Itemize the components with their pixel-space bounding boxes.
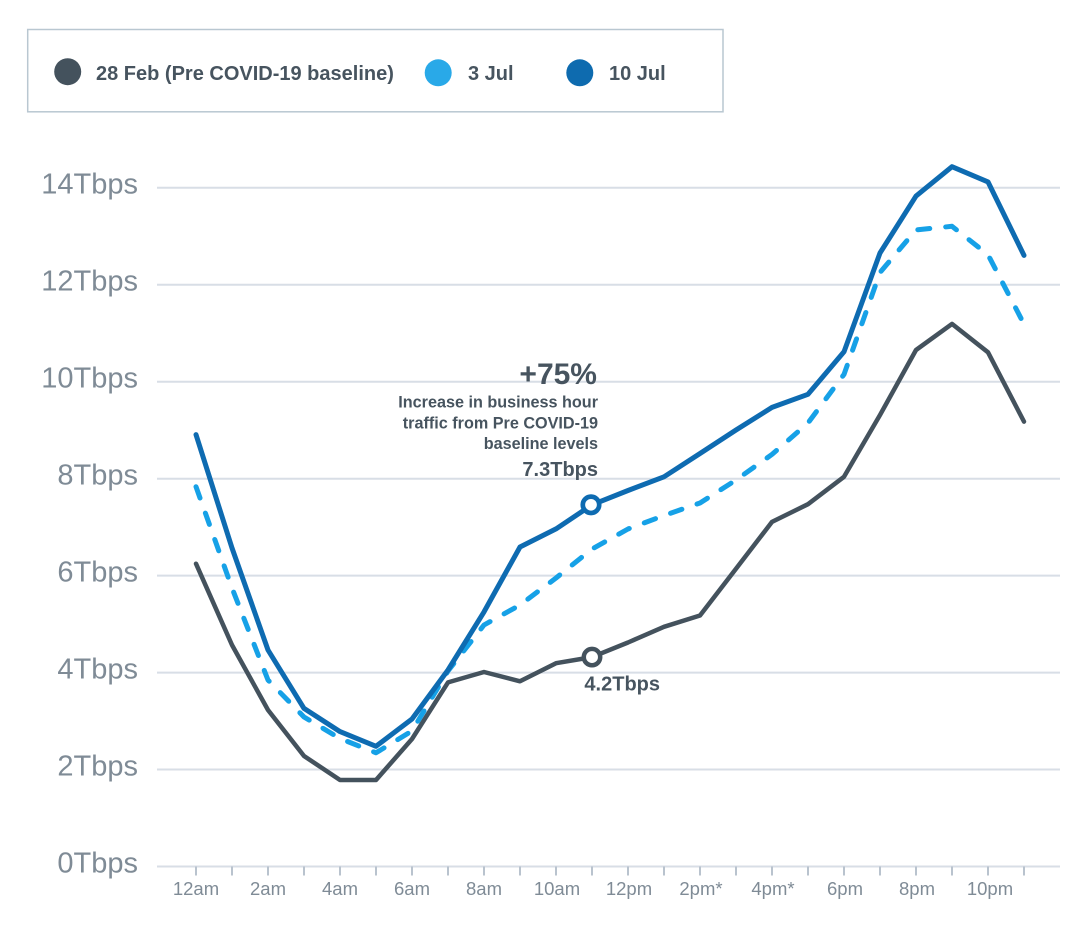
svg-text:6Tbps: 6Tbps bbox=[57, 557, 138, 589]
svg-text:8Tbps: 8Tbps bbox=[57, 460, 138, 492]
svg-text:2pm*: 2pm* bbox=[679, 878, 722, 899]
svg-text:0Tbps: 0Tbps bbox=[57, 847, 138, 879]
svg-text:8pm: 8pm bbox=[899, 878, 935, 899]
svg-text:10Tbps: 10Tbps bbox=[41, 363, 138, 395]
svg-text:4Tbps: 4Tbps bbox=[57, 654, 138, 686]
svg-text:4.2Tbps: 4.2Tbps bbox=[584, 674, 660, 696]
svg-text:10pm: 10pm bbox=[967, 878, 1013, 899]
svg-text:7.3Tbps: 7.3Tbps bbox=[522, 459, 598, 481]
svg-text:12am: 12am bbox=[173, 878, 219, 899]
svg-text:12Tbps: 12Tbps bbox=[41, 266, 138, 298]
svg-text:4pm*: 4pm* bbox=[751, 878, 794, 899]
svg-text:baseline levels: baseline levels bbox=[484, 435, 598, 453]
svg-text:3 Jul: 3 Jul bbox=[468, 63, 514, 85]
svg-text:4am: 4am bbox=[322, 878, 358, 899]
svg-text:6am: 6am bbox=[394, 878, 430, 899]
svg-text:2am: 2am bbox=[250, 878, 286, 899]
svg-text:10 Jul: 10 Jul bbox=[609, 63, 666, 85]
svg-text:6pm: 6pm bbox=[827, 878, 863, 899]
svg-text:14Tbps: 14Tbps bbox=[41, 169, 138, 201]
svg-text:8am: 8am bbox=[466, 878, 502, 899]
svg-text:2Tbps: 2Tbps bbox=[57, 750, 138, 782]
svg-text:Increase in business hour: Increase in business hour bbox=[398, 394, 598, 412]
svg-text:12pm: 12pm bbox=[606, 878, 652, 899]
svg-text:traffic from Pre COVID-19: traffic from Pre COVID-19 bbox=[403, 415, 598, 433]
svg-text:28 Feb (Pre COVID-19 baseline): 28 Feb (Pre COVID-19 baseline) bbox=[96, 63, 394, 85]
svg-text:10am: 10am bbox=[534, 878, 580, 899]
svg-text:+75%: +75% bbox=[519, 358, 597, 391]
